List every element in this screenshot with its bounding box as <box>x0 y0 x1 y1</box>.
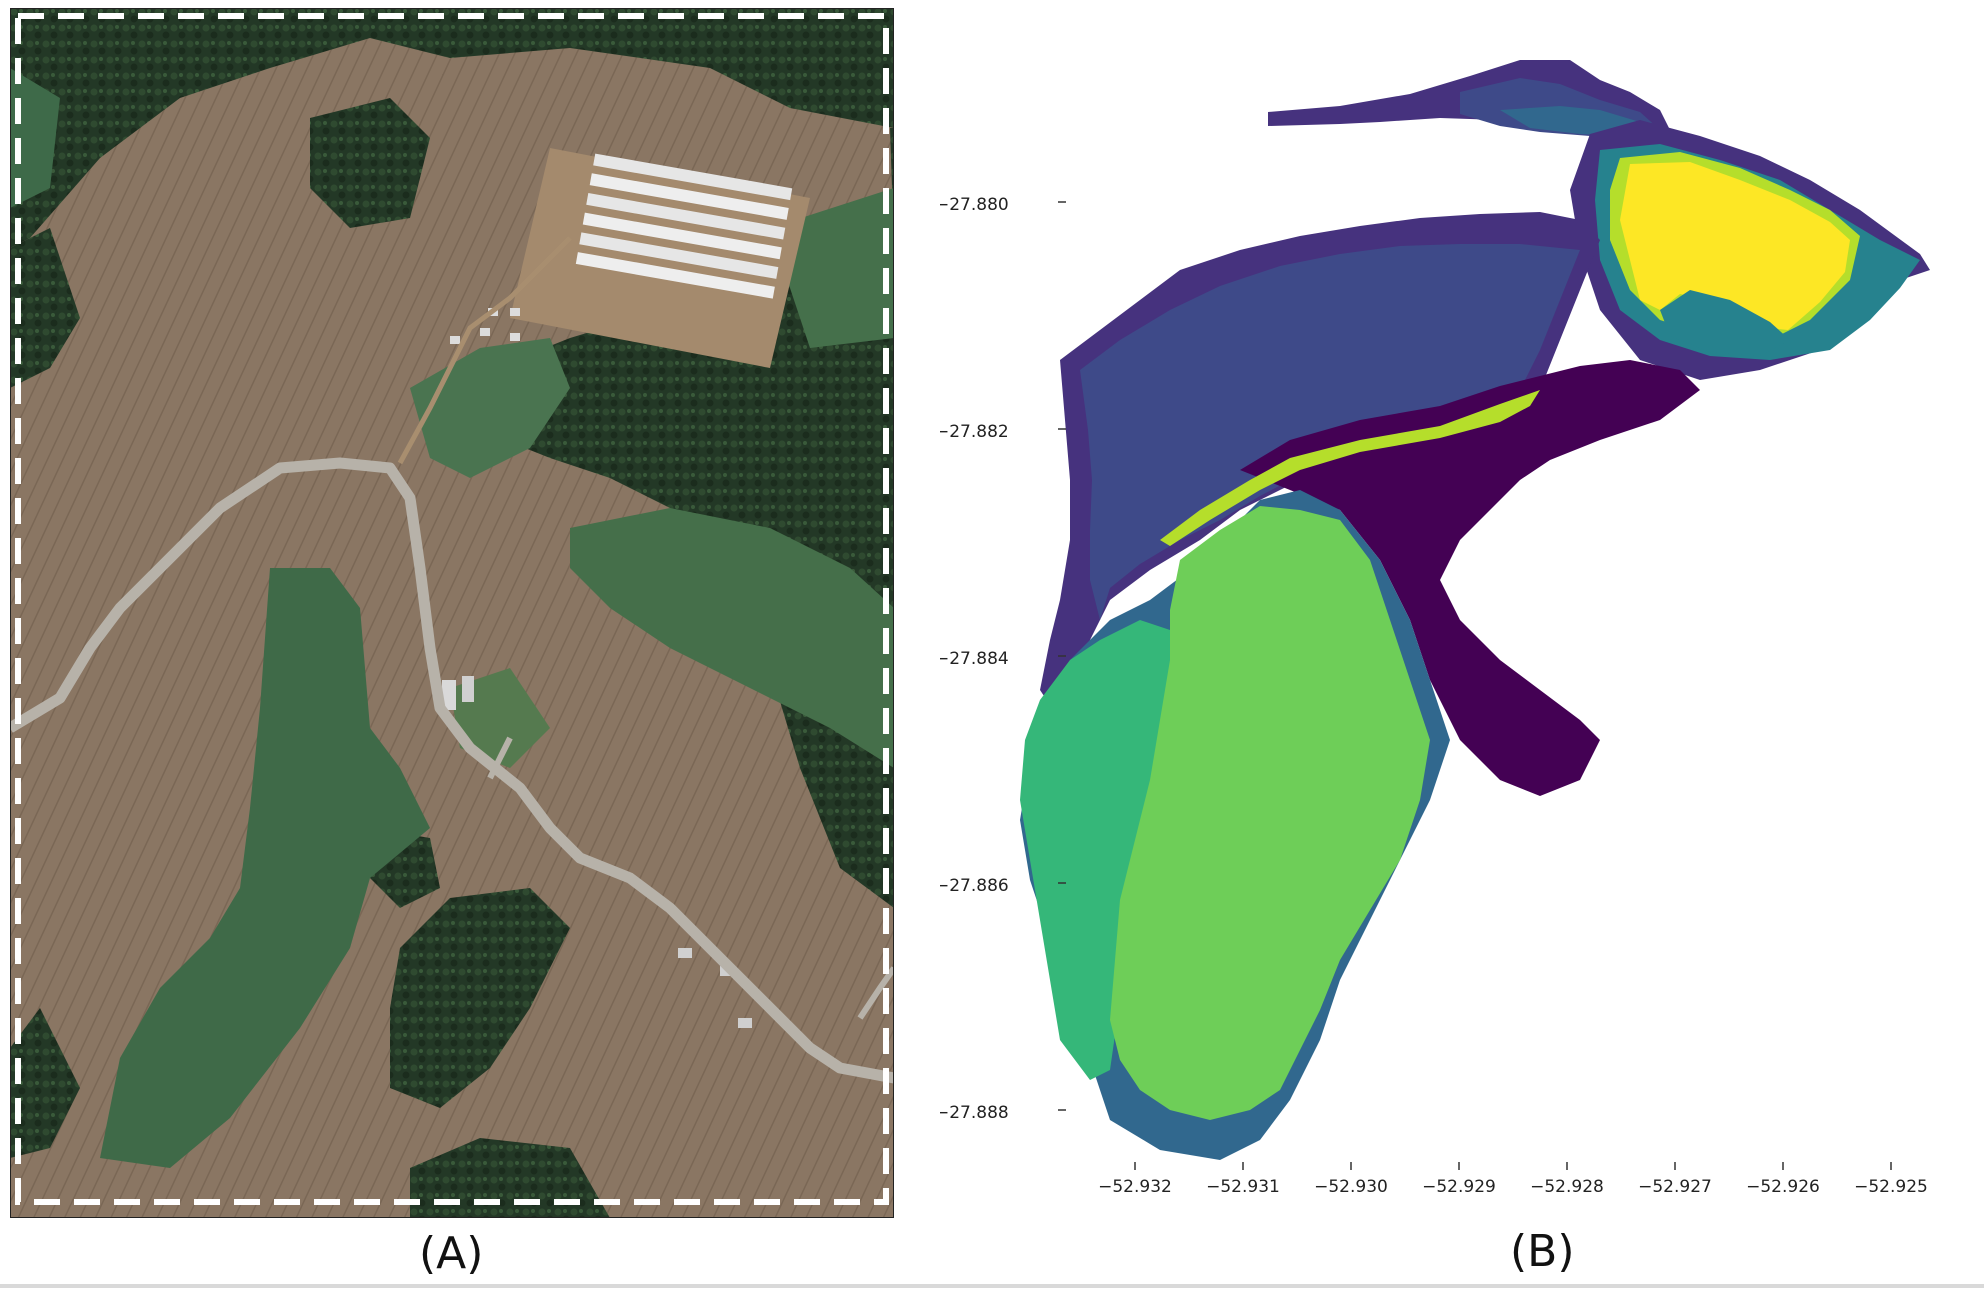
x-tick-label: −52.929 <box>1422 1177 1496 1197</box>
map-class-green-teal-left <box>1020 620 1180 1080</box>
satellite-image <box>10 8 894 1218</box>
map-polygons <box>1020 60 1930 1160</box>
bottom-divider <box>0 1284 1984 1288</box>
x-tick-label: −52.928 <box>1530 1177 1604 1197</box>
y-axis-ticks: −27.880 −27.882 −27.884 −27.886 −27.888 <box>940 195 1066 1123</box>
map-class-teal-arm <box>1500 106 1640 136</box>
x-tick-label: −52.930 <box>1314 1177 1388 1197</box>
panel-a-caption: (A) <box>419 1228 484 1279</box>
x-tick-label: −52.926 <box>1746 1177 1820 1197</box>
x-tick-label: −52.931 <box>1206 1177 1280 1197</box>
map-class-dark-purple <box>1240 360 1700 796</box>
x-tick-label: −52.932 <box>1098 1177 1172 1197</box>
x-tick-label: −52.925 <box>1854 1177 1928 1197</box>
panel-b-caption: (B) <box>1510 1226 1575 1277</box>
map-class-light-green-main <box>1110 506 1430 1120</box>
x-tick-label: −52.927 <box>1638 1177 1712 1197</box>
map-class-yellow-right <box>1620 162 1850 330</box>
map-class-lime-strip <box>1160 390 1540 546</box>
y-tick-label: −27.880 <box>940 195 1009 215</box>
map-class-cyan-inner <box>1660 290 1790 356</box>
y-tick-label: −27.882 <box>940 422 1009 442</box>
x-axis-ticks: −52.932 −52.931 −52.930 −52.929 −52.928 … <box>1098 1162 1928 1197</box>
y-tick-label: −27.884 <box>940 649 1009 669</box>
y-tick-label: −27.888 <box>940 1103 1009 1123</box>
y-tick-label: −27.886 <box>940 876 1009 896</box>
classification-map <box>1020 60 1930 1160</box>
